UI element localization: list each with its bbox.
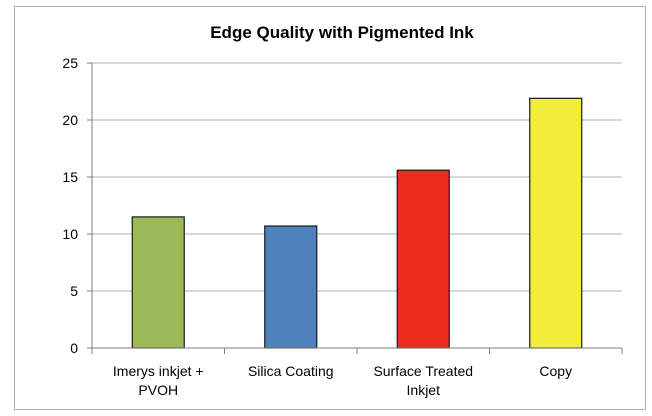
x-category-label: Surface Treated	[373, 363, 473, 379]
bar	[264, 225, 318, 349]
y-tick-label: 0	[70, 340, 78, 356]
y-tick-label: 5	[70, 283, 78, 299]
bar	[396, 169, 450, 349]
bar	[131, 216, 185, 349]
y-axis-ticks: 0 5 10 15 20 25	[62, 55, 92, 356]
y-tick-label: 25	[62, 55, 78, 71]
x-category-label: Imerys inkjet +	[113, 363, 204, 379]
bar	[529, 97, 583, 349]
y-tick-label: 15	[62, 169, 78, 185]
bars	[131, 97, 583, 349]
x-axis	[91, 63, 623, 354]
x-category-label: Inkjet	[407, 382, 441, 398]
y-tick-label: 10	[62, 226, 78, 242]
x-category-label: PVOH	[138, 382, 178, 398]
x-category-label: Copy	[539, 363, 572, 379]
chart-title: Edge Quality with Pigmented Ink	[210, 23, 474, 42]
y-tick-label: 20	[62, 112, 78, 128]
x-category-label: Silica Coating	[248, 363, 334, 379]
x-axis-labels: Imerys inkjet + PVOH Silica Coating Surface…	[113, 363, 572, 398]
